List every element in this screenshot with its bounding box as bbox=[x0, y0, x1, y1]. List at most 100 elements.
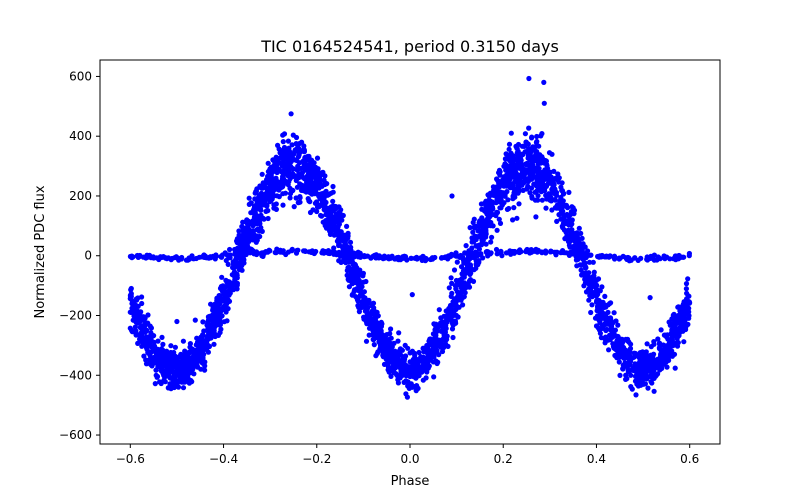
data-point bbox=[346, 277, 352, 283]
data-point bbox=[330, 219, 336, 225]
data-point bbox=[243, 225, 249, 231]
data-point bbox=[525, 155, 531, 161]
data-point bbox=[510, 193, 516, 199]
data-point-secondary bbox=[301, 248, 307, 254]
data-point bbox=[379, 341, 385, 347]
data-point bbox=[127, 325, 133, 331]
data-point bbox=[448, 275, 454, 281]
data-point bbox=[496, 216, 502, 222]
data-point bbox=[127, 309, 133, 315]
data-point bbox=[291, 151, 297, 157]
data-point bbox=[684, 304, 690, 310]
data-point bbox=[400, 372, 406, 378]
data-point bbox=[670, 342, 677, 348]
data-point bbox=[671, 311, 677, 317]
data-point bbox=[508, 130, 514, 136]
data-point bbox=[248, 200, 254, 206]
data-point bbox=[544, 163, 550, 169]
data-point bbox=[220, 283, 226, 289]
data-point bbox=[212, 309, 218, 315]
data-point-secondary bbox=[146, 252, 153, 258]
data-point bbox=[286, 170, 292, 176]
data-point bbox=[301, 162, 307, 168]
y-axis-label: Normalized PDC flux bbox=[33, 185, 48, 318]
data-point-secondary bbox=[620, 253, 626, 259]
data-point-secondary bbox=[165, 255, 171, 261]
data-point bbox=[338, 259, 344, 265]
data-point bbox=[685, 276, 691, 282]
data-point bbox=[661, 353, 667, 359]
data-point bbox=[515, 190, 521, 196]
data-point-secondary bbox=[673, 257, 679, 263]
data-point bbox=[236, 232, 242, 238]
data-point bbox=[267, 193, 273, 199]
data-point bbox=[532, 197, 539, 203]
data-point bbox=[347, 239, 354, 245]
data-point bbox=[544, 196, 550, 202]
data-point bbox=[257, 217, 263, 223]
data-point bbox=[674, 343, 681, 349]
data-point bbox=[569, 221, 575, 227]
data-point bbox=[527, 190, 533, 196]
data-point bbox=[614, 343, 620, 349]
data-point bbox=[516, 201, 522, 207]
data-point bbox=[463, 243, 469, 249]
data-point bbox=[446, 285, 452, 291]
data-point bbox=[452, 283, 458, 289]
data-point bbox=[421, 349, 427, 355]
data-point-secondary bbox=[379, 255, 385, 261]
data-point bbox=[301, 146, 307, 152]
data-point bbox=[532, 189, 538, 195]
data-point bbox=[208, 324, 215, 330]
data-point-secondary bbox=[421, 256, 427, 262]
data-point-secondary bbox=[273, 250, 279, 256]
data-point bbox=[579, 235, 585, 241]
data-point bbox=[449, 290, 455, 296]
data-point bbox=[510, 153, 516, 159]
data-point bbox=[148, 325, 154, 331]
data-point bbox=[553, 175, 559, 181]
data-point bbox=[597, 309, 603, 315]
data-point bbox=[652, 364, 658, 370]
data-point bbox=[236, 228, 242, 234]
data-point bbox=[680, 328, 686, 334]
data-point bbox=[357, 267, 363, 273]
y-tick-label: −200 bbox=[59, 309, 92, 323]
data-point bbox=[618, 351, 625, 357]
data-point bbox=[563, 221, 569, 227]
data-point bbox=[356, 309, 362, 315]
data-point bbox=[589, 302, 595, 308]
data-point bbox=[425, 360, 431, 366]
data-point bbox=[439, 348, 446, 355]
data-point bbox=[306, 169, 312, 175]
data-point bbox=[133, 296, 139, 302]
x-tick-label: −0.6 bbox=[116, 452, 145, 466]
data-point bbox=[556, 179, 562, 185]
data-point bbox=[463, 266, 469, 272]
data-point bbox=[385, 353, 391, 359]
data-point bbox=[165, 352, 171, 358]
data-point bbox=[546, 191, 552, 197]
outlier-point bbox=[211, 327, 217, 333]
data-point bbox=[522, 143, 528, 149]
data-point bbox=[483, 234, 489, 240]
data-point-secondary bbox=[242, 250, 248, 256]
y-tick-label: 0 bbox=[84, 249, 92, 263]
data-point bbox=[478, 242, 485, 248]
data-point bbox=[349, 274, 355, 280]
data-point bbox=[427, 336, 433, 342]
data-point-secondary bbox=[560, 248, 566, 254]
data-point bbox=[224, 318, 230, 324]
data-point-secondary bbox=[499, 253, 505, 259]
data-point bbox=[206, 343, 212, 350]
data-point bbox=[672, 365, 678, 371]
x-axis-label: Phase bbox=[391, 474, 430, 489]
data-point bbox=[617, 372, 623, 378]
data-point bbox=[304, 178, 310, 184]
data-point bbox=[375, 313, 381, 319]
data-point bbox=[682, 315, 688, 321]
data-point bbox=[139, 332, 145, 338]
data-point bbox=[239, 223, 245, 230]
data-point bbox=[590, 278, 596, 284]
data-point bbox=[546, 176, 552, 182]
